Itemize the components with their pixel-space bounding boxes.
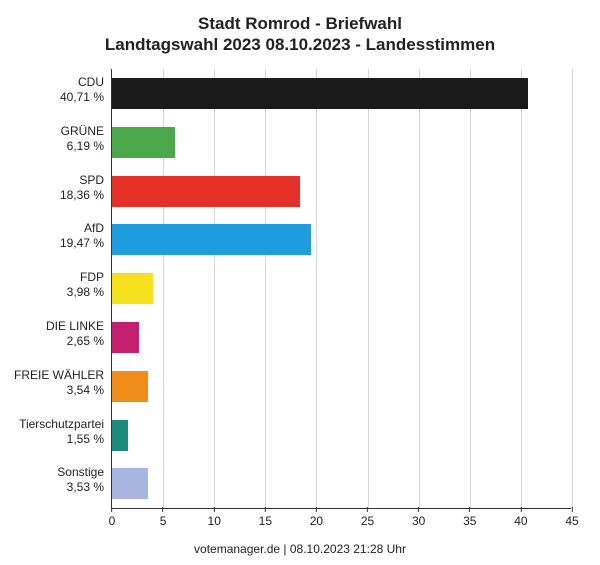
bar-row: GRÜNE6,19 %: [112, 118, 571, 167]
bar-row: AfD19,47 %: [112, 215, 571, 264]
party-name: CDU: [4, 75, 104, 90]
bar: [112, 78, 528, 109]
y-axis-label: CDU40,71 %: [4, 75, 112, 105]
y-axis-label: Tierschutzpartei1,55 %: [4, 417, 112, 447]
gridline: [572, 69, 573, 508]
party-name: Tierschutzpartei: [4, 417, 104, 432]
y-axis-label: FREIE WÄHLER3,54 %: [4, 368, 112, 398]
party-name: GRÜNE: [4, 124, 104, 139]
x-tick: 30: [412, 508, 425, 528]
title-line2: Landtagswahl 2023 08.10.2023 - Landessti…: [1, 34, 599, 55]
party-percent: 18,36 %: [4, 188, 104, 203]
party-percent: 3,54 %: [4, 383, 104, 398]
plot-area: 051015202530354045CDU40,71 %GRÜNE6,19 %S…: [111, 69, 571, 509]
x-tick: 5: [160, 508, 167, 528]
party-name: DIE LINKE: [4, 319, 104, 334]
bar: [112, 468, 148, 499]
bar: [112, 371, 148, 402]
bar: [112, 224, 311, 255]
party-percent: 19,47 %: [4, 236, 104, 251]
bar-row: FDP3,98 %: [112, 264, 571, 313]
y-axis-label: FDP3,98 %: [4, 270, 112, 300]
bar: [112, 273, 153, 304]
y-axis-label: AfD19,47 %: [4, 221, 112, 251]
x-tick: 20: [310, 508, 323, 528]
x-tick: 25: [361, 508, 374, 528]
x-tick: 35: [463, 508, 476, 528]
x-tick: 45: [565, 508, 578, 528]
party-percent: 3,98 %: [4, 285, 104, 300]
bar: [112, 127, 175, 158]
bar-row: Tierschutzpartei1,55 %: [112, 411, 571, 460]
bar-row: Sonstige3,53 %: [112, 459, 571, 508]
bar: [112, 322, 139, 353]
x-tick: 0: [109, 508, 116, 528]
party-percent: 40,71 %: [4, 90, 104, 105]
party-percent: 1,55 %: [4, 432, 104, 447]
chart-title: Stadt Romrod - Briefwahl Landtagswahl 20…: [1, 1, 599, 56]
party-name: FDP: [4, 270, 104, 285]
bar-row: CDU40,71 %: [112, 69, 571, 118]
x-tick: 10: [208, 508, 221, 528]
party-percent: 6,19 %: [4, 139, 104, 154]
party-name: Sonstige: [4, 465, 104, 480]
party-percent: 3,53 %: [4, 480, 104, 495]
chart-footer: votemanager.de | 08.10.2023 21:28 Uhr: [1, 542, 599, 556]
y-axis-label: SPD18,36 %: [4, 173, 112, 203]
bar: [112, 176, 300, 207]
party-name: SPD: [4, 173, 104, 188]
title-line1: Stadt Romrod - Briefwahl: [1, 13, 599, 34]
chart-container: Stadt Romrod - Briefwahl Landtagswahl 20…: [0, 0, 600, 565]
bar-row: DIE LINKE2,65 %: [112, 313, 571, 362]
y-axis-label: GRÜNE6,19 %: [4, 124, 112, 154]
y-axis-label: DIE LINKE2,65 %: [4, 319, 112, 349]
party-name: AfD: [4, 221, 104, 236]
x-tick: 15: [259, 508, 272, 528]
x-tick: 40: [514, 508, 527, 528]
bar-row: FREIE WÄHLER3,54 %: [112, 362, 571, 411]
bar-row: SPD18,36 %: [112, 167, 571, 216]
bar: [112, 420, 128, 451]
party-name: FREIE WÄHLER: [4, 368, 104, 383]
y-axis-label: Sonstige3,53 %: [4, 465, 112, 495]
party-percent: 2,65 %: [4, 334, 104, 349]
